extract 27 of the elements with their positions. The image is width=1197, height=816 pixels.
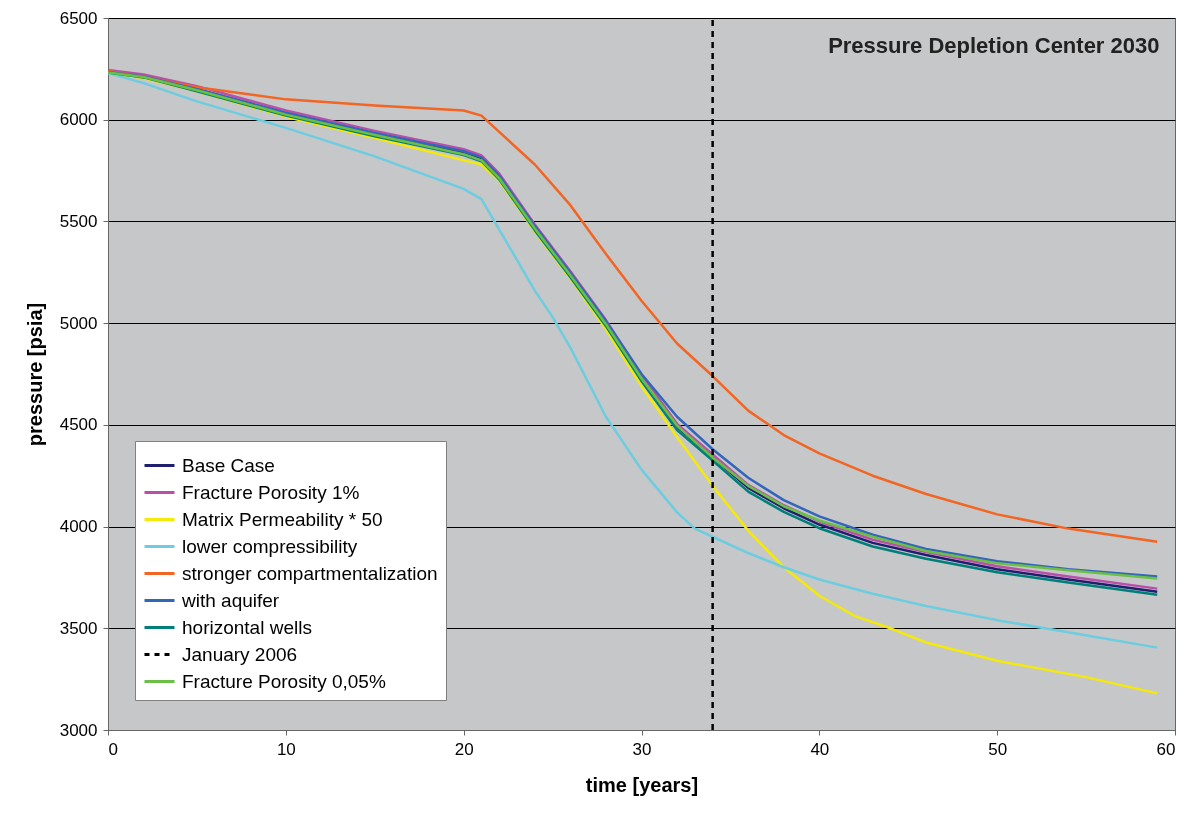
legend-label: Fracture Porosity 0,05%: [182, 670, 386, 692]
x-tick-label: 20: [454, 739, 474, 759]
text: Pressure Depletion Center 2030: [828, 33, 1160, 58]
x-tick-label: 40: [810, 739, 830, 759]
x-tick-label: 0: [108, 739, 118, 759]
legend-label: stronger compartmentalization: [182, 562, 438, 584]
legend-label: Matrix Permeability * 50: [182, 508, 383, 530]
legend-label: with aquifer: [181, 589, 280, 611]
legend-label: horizontal wells: [182, 616, 312, 638]
x-axis-title: time [years]: [585, 773, 699, 796]
y-axis-title: pressure [psia]: [23, 302, 46, 447]
y-tick-label: 3500: [59, 618, 98, 638]
x-tick-label: 50: [988, 739, 1008, 759]
y-tick-label: 5500: [59, 211, 98, 231]
legend-label: lower compressibility: [182, 535, 358, 557]
legend-label: Base Case: [182, 454, 275, 476]
legend-label: Fracture Porosity 1%: [182, 481, 360, 503]
y-tick-label: 3000: [59, 720, 98, 740]
x-tick-label: 10: [276, 739, 296, 759]
y-tick-label: 5000: [59, 313, 98, 333]
x-tick-label: 30: [632, 739, 652, 759]
y-tick-label: 4000: [59, 517, 98, 537]
x-tick-label: 60: [1156, 739, 1176, 759]
y-tick-label: 4500: [59, 415, 98, 435]
legend-label: January 2006: [182, 643, 298, 665]
y-tick-label: 6000: [59, 110, 98, 130]
y-tick-label: 6500: [59, 8, 98, 28]
